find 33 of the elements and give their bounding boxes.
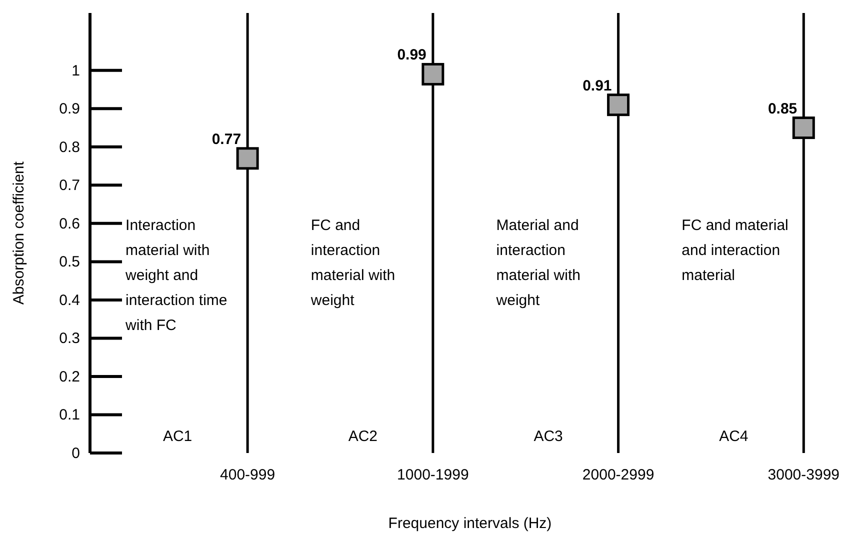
y-tick-label: 0	[72, 445, 80, 462]
annotation: Material and interaction material with weight	[496, 216, 582, 312]
x-tick-label: 2000-2999	[582, 466, 654, 484]
x-tick-label: 400-999	[220, 466, 276, 484]
y-tick-label: 0.6	[59, 215, 80, 232]
annotation: FC and material and interaction material	[682, 216, 790, 286]
annotation: AC2	[347, 428, 379, 445]
x-tick-label: 3000-3999	[768, 466, 840, 484]
y-tick-label: 0.8	[59, 138, 80, 156]
y-tick-label: 0.9	[59, 100, 80, 118]
data-label: 0.85	[768, 100, 798, 118]
data-label: 0.77	[212, 130, 242, 148]
point	[422, 62, 444, 86]
y-tick-label: 0.7	[59, 177, 80, 194]
annotation: AC4	[718, 428, 750, 445]
y-tick-label: 0.2	[59, 368, 80, 386]
y-tick-label: 0.1	[59, 406, 80, 424]
annotation: Interaction material with weight and interaction time with FC	[126, 216, 228, 336]
y-tick-label: 1	[72, 62, 80, 80]
annotation: AC1	[162, 428, 194, 445]
data-label: 0.91	[582, 77, 612, 94]
x-axis-title: Frequency intervals (Hz)	[388, 515, 552, 532]
y-tick-label: 0.3	[59, 330, 80, 348]
annotation: FC and interaction material with weight	[310, 216, 396, 312]
data-label: 0.99	[397, 46, 426, 64]
point	[792, 116, 815, 140]
point	[607, 94, 630, 116]
point	[236, 147, 259, 170]
y-tick-label: 0.4	[59, 292, 80, 309]
y-tick-label: 0.5	[59, 254, 80, 271]
x-tick-label: 1000-1999	[397, 466, 469, 484]
annotation: AC3	[532, 428, 564, 445]
y-axis-title: Absorption coefficient	[10, 160, 28, 305]
